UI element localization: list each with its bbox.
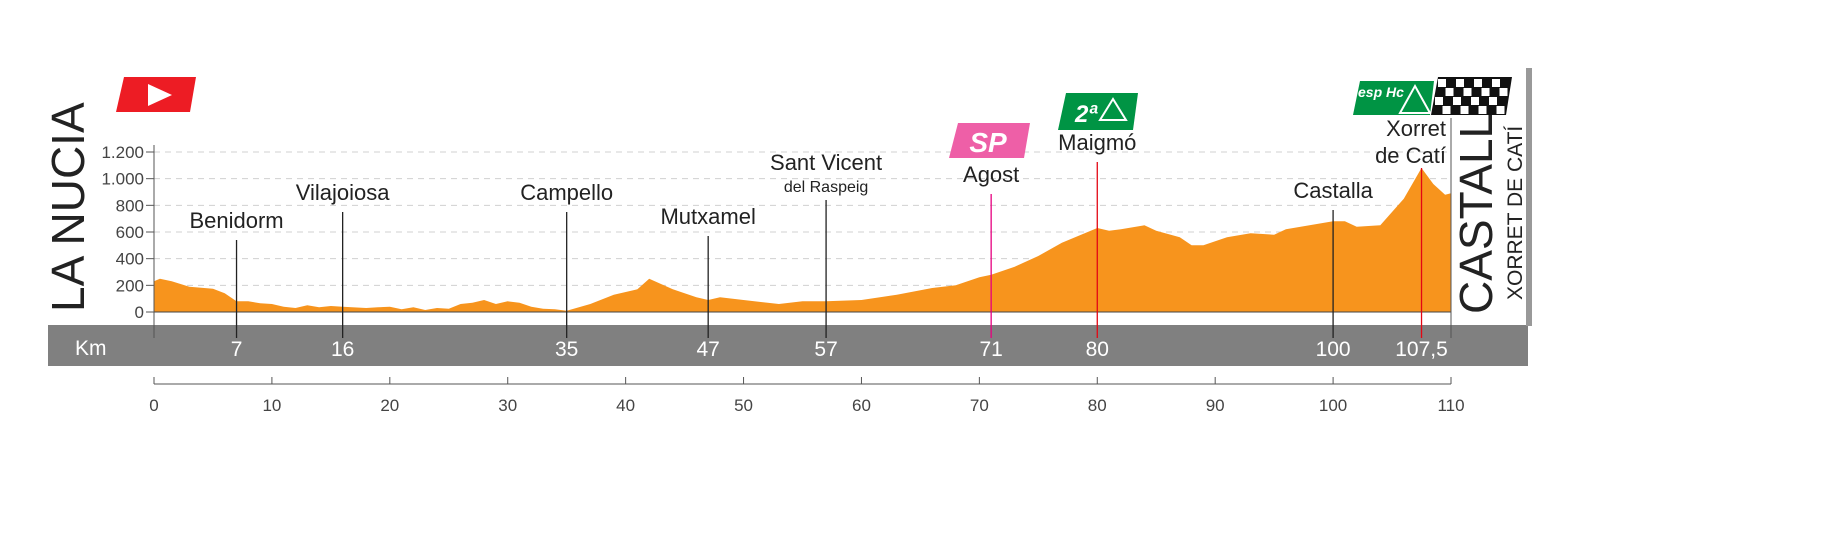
place-name: Campello <box>520 180 613 205</box>
checkered-square <box>1492 79 1500 87</box>
mountain-icon <box>1098 97 1128 121</box>
y-tick-label: 400 <box>116 250 144 269</box>
km-band-value: 16 <box>331 338 354 361</box>
km-band-value: 7 <box>231 338 243 361</box>
checkered-square <box>1489 97 1497 105</box>
x-tick-label: 90 <box>1206 396 1225 415</box>
x-tick-label: 20 <box>380 396 399 415</box>
checkered-square <box>1481 88 1490 96</box>
place-sub: del Raspeig <box>784 179 869 196</box>
y-tick-label: 800 <box>116 196 144 215</box>
place-name: Sant Vicent <box>770 150 882 175</box>
km-band-value: 57 <box>814 338 837 361</box>
km-band <box>48 325 1528 366</box>
mountain-icon <box>1398 83 1432 114</box>
y-tick-label: 600 <box>116 223 144 242</box>
place-name: Mutxamel <box>660 204 755 229</box>
km-band-value: 71 <box>979 338 1002 361</box>
y-tick-label: 0 <box>135 303 144 322</box>
x-tick-label: 80 <box>1088 396 1107 415</box>
y-tick-label: 1.200 <box>101 143 144 162</box>
checkered-square <box>1435 97 1443 105</box>
x-tick-label: 100 <box>1319 396 1347 415</box>
finish-subname: XORRET DE CATÍ <box>1504 126 1527 300</box>
place-name: Xorret <box>1386 116 1446 141</box>
checkered-square <box>1471 97 1479 105</box>
checkered-square <box>1445 88 1454 96</box>
sprint-badge <box>949 123 1030 158</box>
checkered-square <box>1438 79 1446 87</box>
checkered-square <box>1499 88 1508 96</box>
y-tick-label: 1.000 <box>101 170 144 189</box>
checkered-square <box>1463 88 1472 96</box>
play-icon <box>148 84 172 106</box>
place-sub: de Catí <box>1375 143 1446 168</box>
x-tick-label: 10 <box>262 396 281 415</box>
checkered-square <box>1460 106 1469 114</box>
x-tick-label: 30 <box>498 396 517 415</box>
km-band-value: 47 <box>696 338 719 361</box>
x-tick-label: 50 <box>734 396 753 415</box>
place-name: Maigmó <box>1058 130 1136 155</box>
km-band-value: 107,5 <box>1395 338 1448 361</box>
climb-category-label: 2ª <box>1074 101 1098 128</box>
right-border <box>1526 68 1532 326</box>
y-tick-label: 200 <box>116 276 144 295</box>
x-tick-label: 60 <box>852 396 871 415</box>
climb-hc-label: esp Hc <box>1358 84 1404 100</box>
checkered-square <box>1456 79 1464 87</box>
x-tick-label: 110 <box>1437 396 1464 415</box>
x-tick-label: 0 <box>149 396 158 415</box>
place-name: Castalla <box>1293 178 1373 203</box>
checkered-square <box>1453 97 1461 105</box>
checkered-flag-icon <box>1431 77 1512 115</box>
climb-badge-2 <box>1058 93 1138 130</box>
km-band-label: Km <box>75 337 107 360</box>
checkered-square <box>1442 106 1451 114</box>
x-tick-label: 70 <box>970 396 989 415</box>
elevation-area <box>154 168 1451 312</box>
place-name: Vilajoiosa <box>296 180 391 205</box>
km-band-value: 100 <box>1316 338 1351 361</box>
checkered-square <box>1474 79 1482 87</box>
checkered-square <box>1496 106 1505 114</box>
place-name: Benidorm <box>189 208 283 233</box>
start-name: LA NUCIA <box>42 102 94 312</box>
finish-name: CASTALLA <box>1450 82 1502 314</box>
km-band-value: 35 <box>555 338 578 361</box>
km-band-value: 80 <box>1086 338 1109 361</box>
checkered-square <box>1478 106 1487 114</box>
place-name: Agost <box>963 162 1019 187</box>
sprint-label: SP <box>969 127 1007 158</box>
x-tick-label: 40 <box>616 396 635 415</box>
